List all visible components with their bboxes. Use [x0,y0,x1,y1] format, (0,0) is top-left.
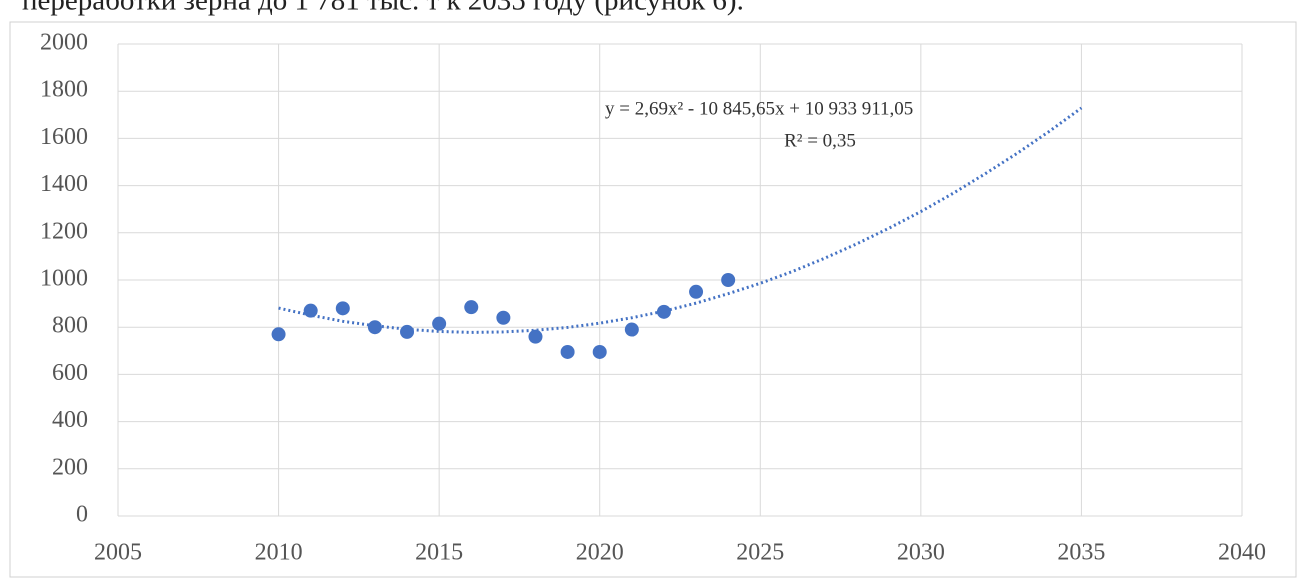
point [496,310,511,325]
y-tick-label: 800 [52,313,88,339]
x-tick-label: 2015 [415,540,463,566]
point [560,344,575,359]
x-tick-label: 2040 [1218,540,1266,566]
annotation: y = 2,69x² - 10 845,65x + 10 933 911,05 [605,98,913,119]
x-tick-label: 2010 [255,540,303,566]
point [271,327,286,342]
x-tick-label: 2025 [736,540,784,566]
y-tick-label: 1400 [40,171,88,197]
point [400,324,415,339]
y-tick-label: 400 [52,407,88,433]
y-tick-label: 2000 [40,30,88,56]
header-text: переработки зерна до 1 781 тыс. т к 2035… [22,0,744,17]
point [656,304,671,319]
point [624,322,639,337]
y-tick-label: 200 [52,454,88,480]
point [432,316,447,331]
y-tick-label: 1000 [40,266,88,292]
point [335,301,350,316]
point [303,303,318,318]
x-tick-label: 2030 [897,540,945,566]
point [464,300,479,315]
x-tick-label: 2035 [1057,540,1105,566]
y-tick-label: 1800 [40,77,88,103]
y-tick-label: 0 [76,502,88,528]
y-tick-label: 1600 [40,124,88,150]
point [592,344,607,359]
x-tick-label: 2020 [576,540,624,566]
point [689,284,704,299]
point [528,329,543,344]
annotation: R² = 0,35 [784,130,856,151]
x-tick-label: 2005 [94,540,142,566]
y-tick-label: 600 [52,360,88,386]
point [721,273,736,287]
point [367,320,382,335]
y-tick-label: 1200 [40,218,88,244]
